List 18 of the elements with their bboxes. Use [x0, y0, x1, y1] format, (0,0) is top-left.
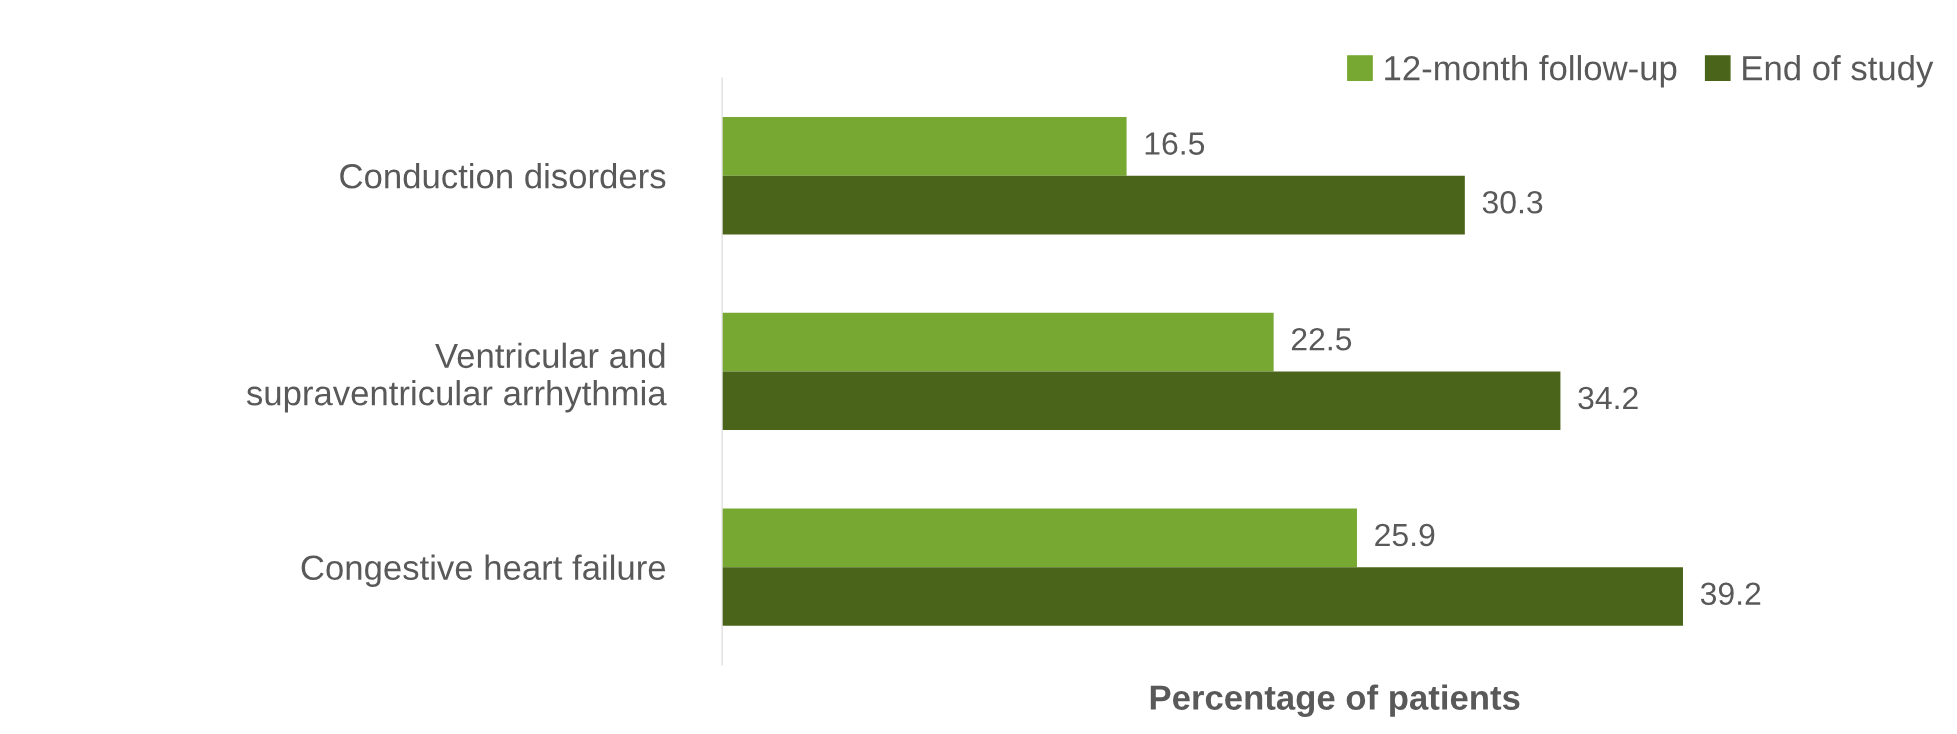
data-label: 16.5 — [1145, 132, 1205, 155]
bar — [722, 371, 1561, 431]
y-tick-label: Congestive heart failure — [301, 554, 666, 587]
bar — [722, 116, 1127, 176]
legend-label: 12-month follow-up — [1385, 55, 1677, 88]
x-axis-title: Percentage of patients — [1150, 684, 1520, 717]
data-label: 22.5 — [1291, 328, 1352, 351]
legend-label: End of study — [1743, 55, 1934, 88]
bar — [722, 312, 1274, 372]
bar — [722, 175, 1465, 235]
bar — [722, 567, 1683, 626]
data-label: 39.2 — [1700, 582, 1761, 606]
data-label: 25.9 — [1375, 523, 1435, 547]
y-tick-label: Conduction disorders — [340, 163, 666, 189]
data-label: 30.3 — [1482, 190, 1543, 214]
bar — [722, 508, 1357, 568]
y-tick-label: Ventricular and supraventricular arrhythmia — [246, 342, 667, 413]
data-label: 34.2 — [1578, 386, 1638, 410]
